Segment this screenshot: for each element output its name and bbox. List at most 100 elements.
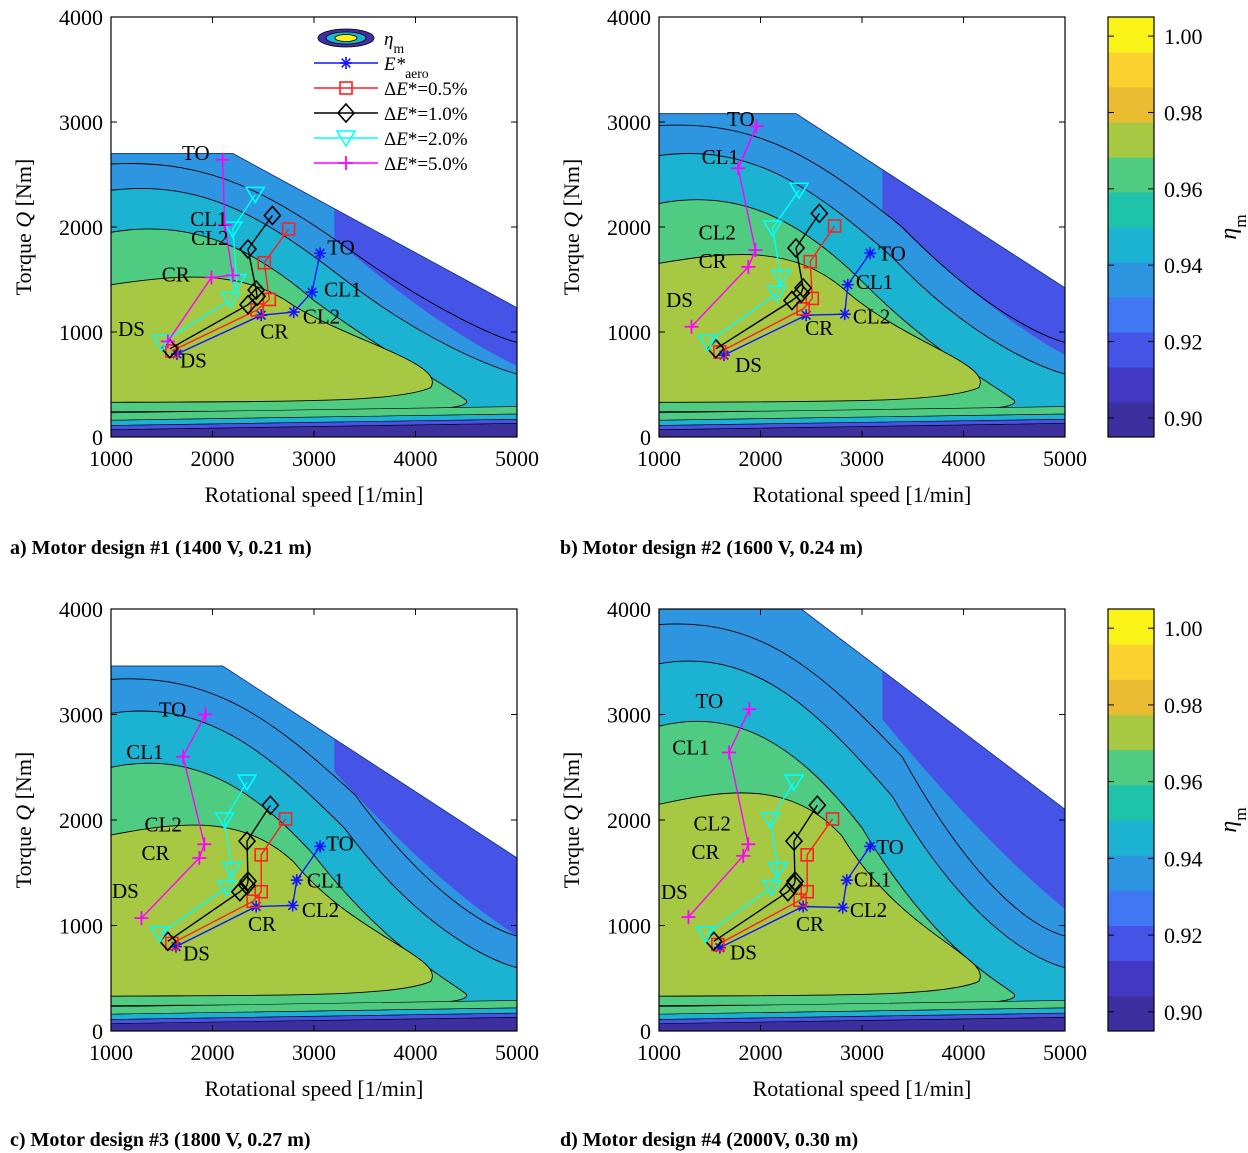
series-point-2	[796, 302, 810, 316]
colorbar-segment	[1108, 925, 1154, 962]
x-tick-label: 1000	[89, 446, 133, 471]
series-point-5	[684, 319, 699, 334]
panel-1: 1000 2000 3000 4000 500001000200030004000Rot…	[10, 5, 539, 559]
series-point-5	[134, 911, 149, 926]
phase-label: CR	[805, 316, 833, 340]
y-tick-label: 3000	[607, 703, 651, 728]
torque-envelope	[111, 665, 518, 859]
colorbar-segment	[1108, 157, 1154, 193]
contour-line	[659, 124, 1065, 343]
y-axis-label: Torque Q [Nm]	[11, 752, 36, 889]
colorbar-tick-label: 1.00	[1164, 616, 1203, 641]
legend-marker	[339, 81, 353, 95]
series-point-5	[731, 161, 746, 176]
colorbar-tick-label: 0.96	[1164, 177, 1203, 202]
series-point-4	[222, 221, 244, 239]
y-tick-label: 0	[640, 425, 651, 450]
series-point-2	[800, 884, 814, 899]
series-point-1	[864, 247, 877, 260]
colorbar-label: ηm	[1216, 807, 1248, 833]
series-layer	[134, 707, 327, 953]
phase-label: CL1	[856, 270, 893, 294]
phase-label: TO	[727, 107, 755, 131]
y-tick-label: 0	[92, 1019, 103, 1044]
panel-3: 1000 2000 3000 4000 500001000200030004000Rot…	[10, 597, 539, 1151]
efficiency-zone-low	[882, 659, 1065, 910]
colorbar-tick-label: 0.94	[1164, 846, 1203, 871]
legend-marker	[336, 102, 356, 124]
x-tick-label: 5000	[495, 1040, 539, 1065]
x-tick-label: 2000	[191, 1040, 235, 1065]
colorbar-segment	[1108, 855, 1154, 891]
efficiency-zone-097	[111, 824, 433, 997]
series-point-3	[794, 277, 813, 299]
series-layer	[681, 702, 877, 954]
colorbar-segment	[1108, 262, 1154, 298]
colorbars-layer: 0.900.920.940.960.981.00ηm0.900.920.940.…	[1107, 16, 1248, 1032]
efficiency-band-low-torque	[659, 406, 1065, 421]
series-point-4	[216, 879, 238, 898]
phase-label: CL2	[850, 898, 887, 922]
series-point-1	[305, 286, 318, 299]
panel-2: 1000 2000 3000 4000 500001000200030004000Rot…	[559, 5, 1087, 559]
colorbar-tick-label: 0.92	[1164, 330, 1203, 355]
colorbar-segment	[1108, 890, 1154, 926]
efficiency-zone-low	[882, 157, 1065, 355]
phase-label: TO	[876, 835, 904, 859]
series-point-1	[314, 247, 327, 260]
legend-label: ηm	[384, 29, 404, 56]
phase-label: CL1	[854, 867, 891, 891]
series-point-3	[230, 881, 249, 902]
efficiency-map	[111, 665, 517, 1031]
efficiency-map	[659, 113, 1065, 437]
colorbar-segment	[1108, 644, 1154, 680]
x-tick-label: 2000	[739, 1040, 783, 1065]
series-point-1	[836, 901, 849, 914]
series-point-3	[808, 795, 827, 816]
series-line-4	[705, 781, 795, 935]
series-point-4	[697, 334, 719, 353]
series-point-4	[221, 861, 243, 880]
colorbar-frame	[1107, 608, 1155, 1032]
colorbar-tick-label: 0.90	[1164, 406, 1203, 431]
colorbar-segment	[1108, 402, 1154, 438]
y-axis-label: Torque Q [Nm]	[559, 752, 584, 889]
contour-line	[111, 678, 517, 937]
series-point-5	[722, 745, 737, 760]
phase-label: CL1	[324, 277, 361, 301]
series-point-5	[204, 270, 219, 285]
phase-label: TO	[326, 832, 354, 856]
y-tick-label: 2000	[607, 215, 651, 240]
panel-caption: b) Motor design #2 (1600 V, 0.24 m)	[560, 537, 863, 559]
y-tick-label: 1000	[607, 914, 651, 939]
series-point-2	[803, 254, 818, 269]
colorbar-segment	[1108, 227, 1154, 263]
x-axis-label: Rotational speed [1/min]	[205, 482, 424, 507]
colorbar-segment	[1108, 960, 1154, 997]
series-point-1	[286, 899, 299, 912]
series-line-2	[719, 225, 836, 353]
x-tick-label: 1000	[637, 1040, 681, 1065]
legend-item: ηm	[317, 28, 404, 56]
x-axis-label: Rotational speed [1/min]	[753, 482, 972, 507]
contour-line	[111, 163, 517, 343]
phase-label: DS	[661, 880, 688, 904]
phase-label: DS	[730, 940, 757, 964]
series-point-5	[225, 268, 240, 283]
x-tick-label: 3000	[840, 1040, 884, 1065]
series-point-1	[287, 306, 300, 319]
series-point-1	[840, 874, 853, 887]
series-point-1	[314, 840, 327, 853]
series-line-3	[713, 804, 818, 942]
colorbar-tick-label: 0.98	[1164, 693, 1203, 718]
legend-marker	[335, 130, 357, 148]
legend-marker	[339, 156, 353, 170]
series-point-1	[838, 308, 851, 321]
series-point-2	[254, 884, 269, 899]
colorbar-segment	[1108, 367, 1154, 403]
series-point-4	[762, 220, 784, 238]
series-point-4	[151, 334, 173, 353]
colorbar-segment	[1108, 784, 1154, 821]
